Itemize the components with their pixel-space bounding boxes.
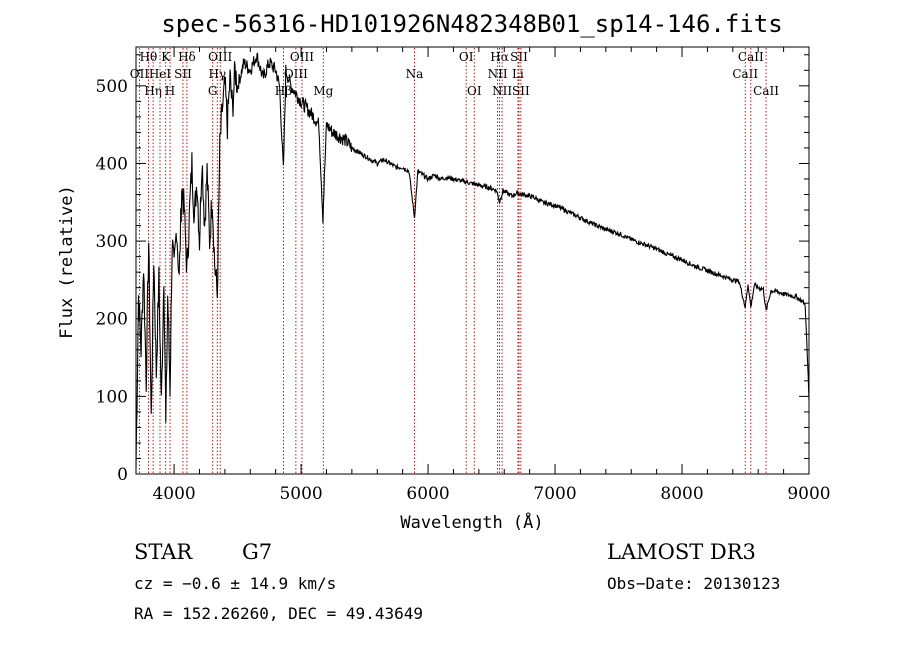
obs-date: Obs−Date: 20130123 — [607, 574, 780, 593]
x-tick-label: 4000 — [152, 484, 195, 504]
y-tick-label: 400 — [96, 154, 128, 174]
line-marker-label: Hβ — [275, 84, 292, 98]
chart-title: spec-56316-HD101926N482348B01_sp14-146.f… — [161, 10, 782, 38]
line-marker-label: OI — [459, 50, 474, 64]
line-marker-label: CaII — [732, 67, 758, 81]
line-marker-label: Hγ — [208, 67, 226, 81]
line-marker-label: OI — [467, 84, 482, 98]
y-tick-label: 200 — [96, 310, 128, 330]
x-tick-label: 8000 — [660, 484, 703, 504]
redshift-text: cz = −0.6 ± 14.9 km/s — [134, 574, 336, 593]
line-marker-label: Na — [406, 67, 424, 81]
line-marker-label: CaII — [753, 84, 779, 98]
x-tick-label: 5000 — [279, 484, 322, 504]
line-marker-label: SII — [174, 67, 192, 81]
spectrum-line — [135, 52, 810, 467]
line-marker-label: G — [208, 84, 218, 98]
x-axis-ticks: 4000 5000 6000 7000 8000 9000 — [152, 47, 831, 504]
survey-name: LAMOST DR3 — [607, 540, 756, 564]
line-marker-label: Hδ — [178, 50, 196, 64]
y-tick-label: 500 — [96, 77, 128, 97]
line-marker-label: CaII — [738, 50, 764, 64]
line-marker-label: Hθ — [140, 50, 158, 64]
y-axis-label: Flux (relative) — [57, 185, 77, 339]
line-marker-label: NII — [488, 67, 508, 81]
line-marker-label: OIII — [208, 50, 232, 64]
y-tick-label: 300 — [96, 232, 128, 252]
line-marker-label: Hα — [490, 50, 509, 64]
x-tick-label: 6000 — [406, 484, 449, 504]
line-marker-label: OIII — [290, 50, 314, 64]
line-marker-label: Hη — [144, 84, 162, 98]
line-marker-label: H — [165, 84, 175, 98]
y-tick-label: 0 — [117, 465, 128, 485]
y-tick-label: 100 — [96, 387, 128, 407]
line-marker-label: NII — [492, 84, 512, 98]
plot-frame — [135, 46, 810, 475]
object-subclass: G7 — [242, 540, 272, 564]
coordinates: RA = 152.26260, DEC = 49.43649 — [134, 604, 423, 623]
line-marker-label: Mg — [313, 84, 333, 98]
x-axis-label: Wavelength (Å) — [400, 511, 543, 533]
x-tick-label: 7000 — [533, 484, 576, 504]
x-tick-label: 9000 — [787, 484, 830, 504]
line-marker-label: K — [161, 50, 171, 64]
object-class: STAR — [134, 540, 193, 564]
line-marker-label: Li — [512, 67, 524, 81]
line-marker-label: SII — [512, 84, 530, 98]
line-marker-label: OII — [130, 67, 150, 81]
y-axis-ticks: 0 100 200 300 400 500 — [96, 54, 809, 485]
line-marker-label: SII — [510, 50, 528, 64]
line-marker-label: HeI — [149, 67, 172, 81]
